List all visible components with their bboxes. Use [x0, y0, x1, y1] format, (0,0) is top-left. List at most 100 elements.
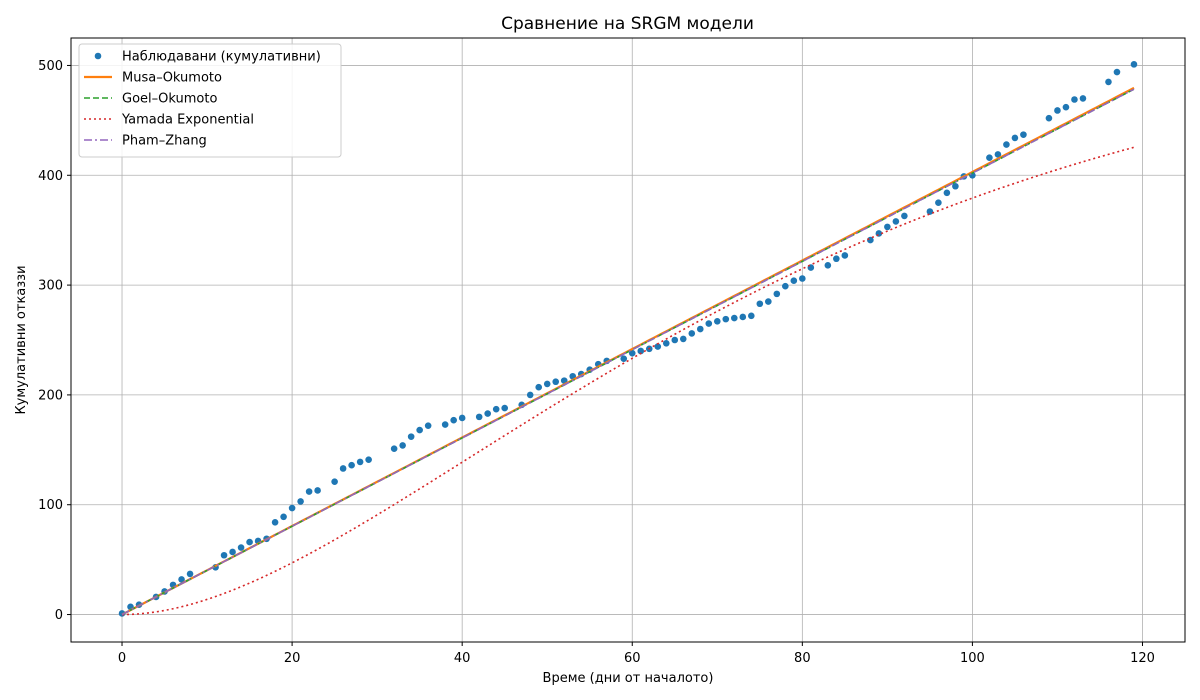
data-point — [790, 277, 798, 284]
plot-area-frame — [70, 37, 1186, 643]
data-point — [484, 410, 491, 417]
y-axis-label: Кумулативни отказзи — [14, 265, 29, 414]
data-point — [671, 336, 679, 344]
y-tick-label: 200 — [38, 388, 63, 403]
data-point — [365, 456, 372, 464]
data-point — [492, 405, 500, 413]
data-point — [884, 223, 891, 231]
data-point — [271, 518, 279, 526]
data-point — [696, 325, 704, 333]
legend-item: Musa–Okumoto — [84, 71, 222, 86]
data-point — [713, 318, 721, 325]
data-point — [535, 383, 543, 391]
data-point — [441, 421, 449, 428]
legend-marker — [94, 52, 102, 60]
data-point — [765, 298, 772, 305]
data-point — [748, 312, 755, 320]
data-point — [994, 151, 1002, 158]
data-point — [1105, 78, 1112, 86]
data-point — [348, 461, 355, 469]
data-point — [297, 498, 304, 505]
data-point — [782, 282, 789, 290]
data-point — [688, 330, 696, 337]
data-point — [1062, 103, 1070, 111]
data-point — [331, 478, 338, 485]
legend-label: Yamada Exponential — [121, 113, 254, 128]
x-tick-label: 0 — [118, 651, 126, 666]
data-point — [458, 414, 466, 422]
series-line-pham-zhang — [121, 88, 1135, 616]
data-point — [552, 378, 560, 386]
data-point — [356, 458, 364, 466]
data-point — [833, 255, 840, 263]
x-tick-label: 80 — [794, 651, 811, 666]
data-point — [1020, 131, 1027, 138]
x-tick-label: 60 — [624, 651, 641, 666]
data-point — [901, 212, 908, 220]
y-tick-label: 0 — [55, 608, 63, 623]
data-point — [943, 189, 951, 197]
x-tick-label: 40 — [454, 651, 471, 666]
data-point — [475, 413, 483, 421]
x-axis-label: Време (дни от началото) — [543, 671, 714, 686]
data-point — [288, 504, 296, 512]
data-point — [756, 300, 764, 308]
data-point — [722, 315, 730, 323]
data-point — [390, 445, 398, 453]
data-point — [926, 208, 934, 215]
data-point — [543, 380, 551, 388]
data-point — [952, 182, 959, 190]
y-tick-label: 400 — [38, 169, 63, 184]
data-point — [637, 347, 645, 355]
data-point — [246, 538, 253, 546]
data-point — [526, 391, 534, 399]
data-point — [314, 487, 321, 494]
data-point — [339, 465, 347, 472]
x-tick-label: 100 — [960, 651, 985, 666]
legend-label: Pham–Zhang — [122, 134, 207, 149]
data-point — [399, 442, 406, 449]
data-point — [220, 551, 228, 559]
data-point — [1071, 96, 1078, 103]
data-point — [280, 513, 287, 521]
data-point — [705, 320, 713, 327]
legend-item: Yamada Exponential — [84, 113, 254, 128]
data-point — [1113, 68, 1121, 76]
y-tick-label: 300 — [38, 279, 63, 294]
data-point — [739, 313, 747, 321]
data-point — [237, 544, 245, 551]
data-point — [450, 416, 457, 424]
plot-series — [118, 61, 1138, 617]
chart-title: Сравнение на SRGM модели — [501, 14, 754, 34]
data-point — [628, 349, 636, 357]
data-point — [892, 218, 900, 225]
data-point — [560, 377, 568, 384]
data-point — [229, 548, 236, 556]
legend-item: Pham–Zhang — [84, 134, 207, 149]
data-point — [424, 422, 432, 429]
data-point — [679, 335, 687, 343]
data-point — [178, 576, 185, 583]
data-point — [730, 314, 738, 322]
data-point — [1054, 107, 1061, 114]
series-line-yamada-exponential — [122, 146, 1135, 616]
data-point — [841, 252, 849, 259]
legend-item: Goel–Okumoto — [84, 92, 217, 107]
data-point — [654, 343, 662, 350]
data-point — [1079, 95, 1087, 102]
data-point — [1130, 61, 1138, 68]
data-point — [824, 262, 832, 269]
legend-item: Наблюдавани (кумулативни) — [94, 50, 321, 65]
data-point — [935, 199, 942, 207]
legend: Наблюдавани (кумулативни) Musa–Okumoto Goe… — [78, 43, 342, 158]
data-point — [620, 355, 628, 362]
legend-label: Наблюдавани (кумулативни) — [122, 50, 321, 65]
legend-box — [78, 43, 342, 158]
data-point — [186, 570, 194, 578]
y-tick-label: 100 — [38, 498, 63, 513]
axis-ticks: 0 20 40 60 80 100 120 0 100 200 300 400 500 — [38, 59, 1155, 666]
data-point — [1003, 141, 1010, 148]
grid-lines — [71, 38, 1185, 642]
x-tick-label: 20 — [284, 651, 301, 666]
